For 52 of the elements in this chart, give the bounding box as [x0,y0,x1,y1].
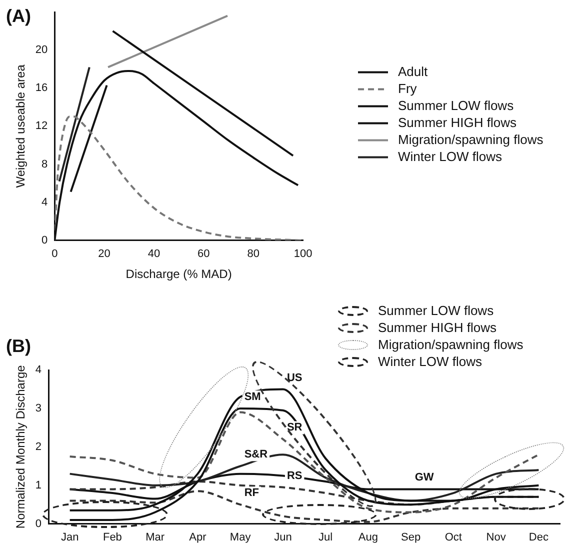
x-tick-label: Aug [358,531,378,544]
x-tick-label: Mar [146,531,165,544]
x-tick-label: 0 [52,248,58,260]
y-tick-label: 3 [35,402,42,414]
text: Migration/spawning flows [378,337,524,352]
legend-label: Fry [398,80,418,96]
x-tick-label: Jun [274,531,292,544]
x-tick-label: Feb [102,531,122,544]
line-series [68,490,540,523]
x-tick-label: Jul [318,531,333,544]
text: Winter LOW flows [378,354,482,369]
x-tick-label: Sep [401,531,421,544]
x-tick-label: Jan [60,531,79,544]
x-tick-label: Oct [444,531,462,544]
legend-label: Adult [398,64,428,79]
legend-label: Winter LOW flows [398,148,503,164]
x-axis-title: Discharge (% MAD) [126,267,232,282]
y-tick-label: 20 [35,44,48,56]
annotation: GW [414,472,434,484]
x-tick-label: May [230,531,252,544]
x-tick-label: Dec [528,531,549,544]
legend-label: Summer HIGH flows [398,114,517,130]
x-tick-label: 80 [247,248,260,260]
y-axis-title: Weighted useable area [14,64,28,188]
annotation: S&R [244,448,268,461]
y-tick-label: 2 [35,440,42,453]
x-tick-label: 20 [98,248,110,260]
annotation: US [286,372,302,384]
x-tick-label: 60 [198,248,210,260]
text: Summer LOW flows [378,303,494,318]
x-tick-label: Nov [486,531,506,544]
x-tick-label: Apr [189,531,207,544]
y-tick-label: 12 [35,120,48,132]
chart-title: (B) [6,336,31,356]
annotation: RF [244,487,260,500]
x-tick-label: 100 [294,248,312,260]
y-tick-label: 8 [42,158,48,170]
y-tick-label: 4 [35,364,42,376]
annotation: RS [286,470,302,482]
y-tick-label: 0 [42,234,48,246]
y-tick-label: 16 [35,82,48,94]
y-tick-label: 4 [42,196,48,208]
y-tick-label: 0 [35,518,42,530]
legend-label: Summer LOW flows [398,98,514,113]
y-axis-title: Normalized Monthly Discharge [14,364,28,529]
annotation: SM [244,390,261,403]
text: Summer HIGH flows [378,320,496,335]
chart-title: (A) [6,6,31,26]
legend-label: Migration/spawning flows [398,132,544,147]
x-tick-label: 40 [148,248,160,260]
annotation: SR [286,422,302,434]
y-tick-label: 1 [35,479,42,492]
